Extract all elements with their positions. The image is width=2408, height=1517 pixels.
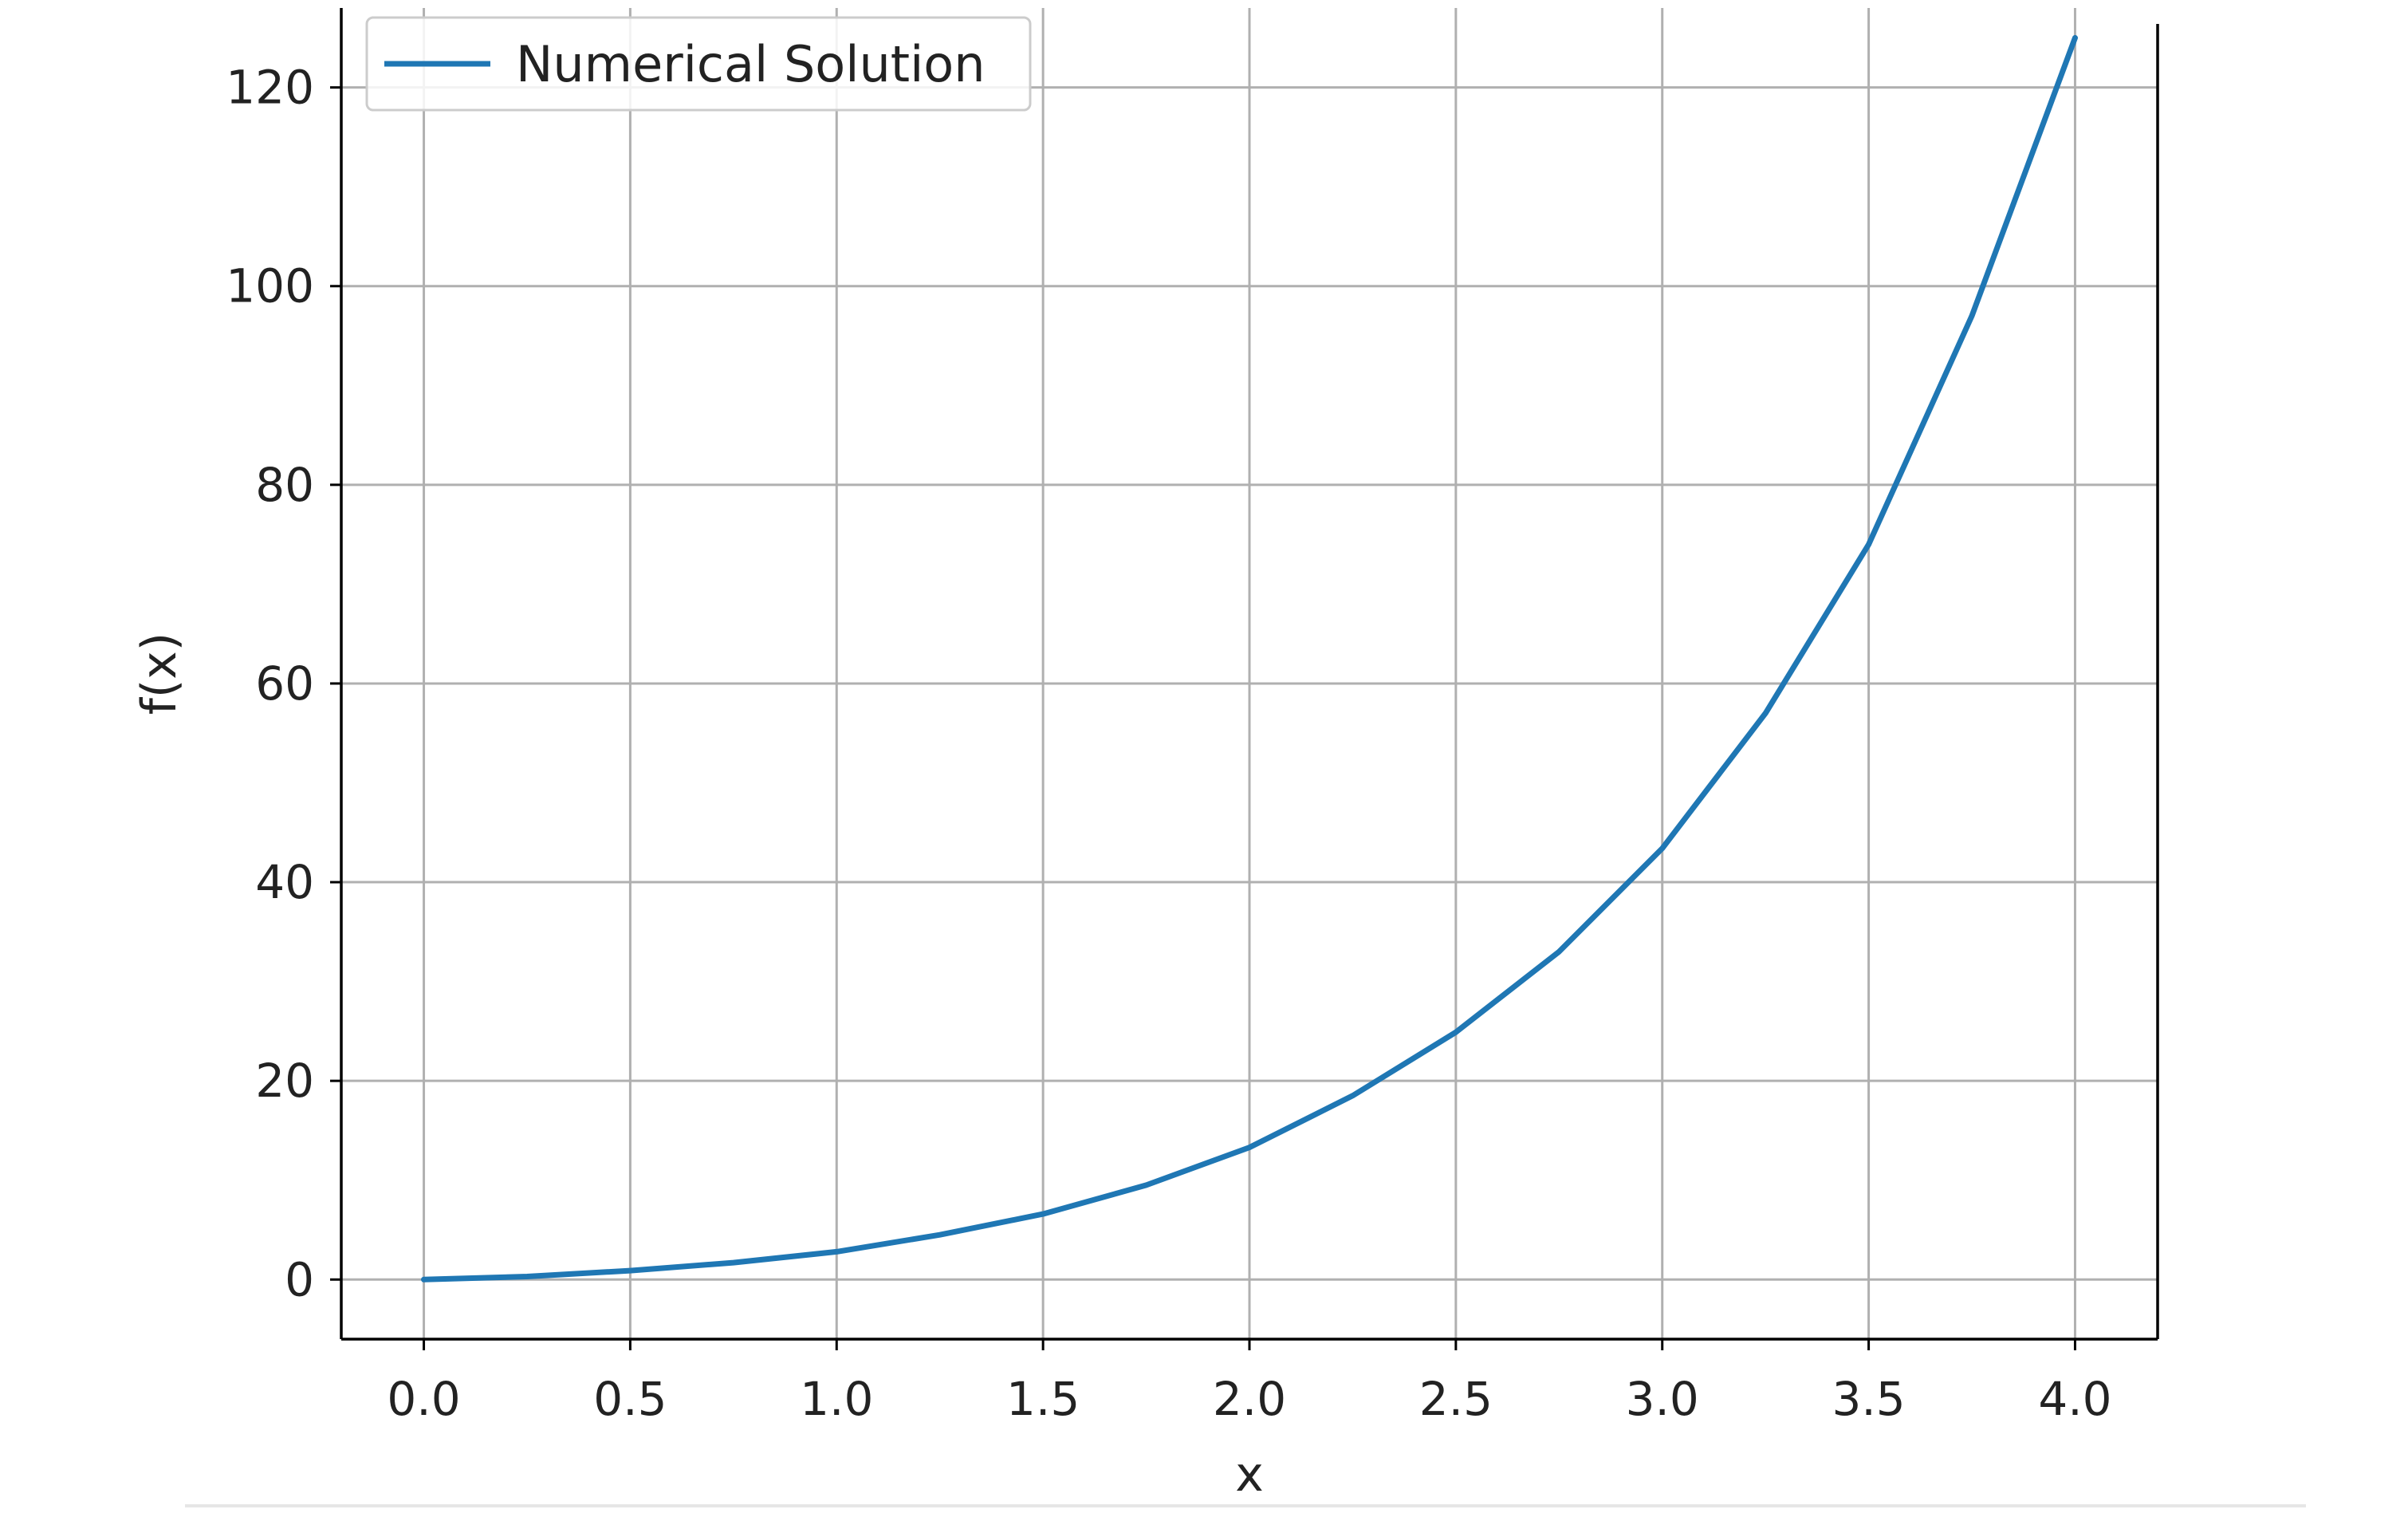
x-tick-label: 1.0 [800, 1372, 873, 1426]
y-tick-label: 40 [255, 855, 314, 909]
axes [330, 8, 2159, 1350]
grid [341, 8, 2158, 1339]
tick-labels: 0.0 0.5 1.0 1.5 2.0 2.5 3.0 3.5 4.0 0 20 40 60 80 100 1… [132, 61, 2112, 1503]
y-tick-label: 0 [285, 1252, 314, 1306]
x-tick-label: 3.0 [1626, 1372, 1699, 1426]
y-tick-label: 20 [255, 1054, 314, 1108]
x-tick-label: 0.0 [387, 1372, 460, 1426]
x-tick-label: 2.5 [1419, 1372, 1493, 1426]
x-tick-label: 3.5 [1832, 1372, 1905, 1426]
bottom-divider [185, 1504, 2306, 1507]
y-tick-label: 60 [255, 656, 314, 711]
legend-box [365, 16, 1032, 112]
x-tick-label: 1.5 [1006, 1372, 1080, 1426]
x-tick-label: 0.5 [593, 1372, 667, 1426]
y-tick-label: 100 [226, 259, 314, 313]
y-axis-label: f(x) [132, 632, 187, 715]
x-tick-label: 4.0 [2038, 1372, 2111, 1426]
series-line [421, 34, 2078, 1283]
series-layer [421, 34, 2078, 1283]
y-tick-label: 80 [255, 458, 314, 512]
y-tick-label: 120 [226, 61, 314, 115]
x-tick-label: 2.0 [1213, 1372, 1286, 1426]
x-axis-label: x [1235, 1447, 1264, 1503]
legend-label: Numerical Solution [516, 35, 986, 93]
legend: Numerical Solution [365, 16, 1032, 112]
